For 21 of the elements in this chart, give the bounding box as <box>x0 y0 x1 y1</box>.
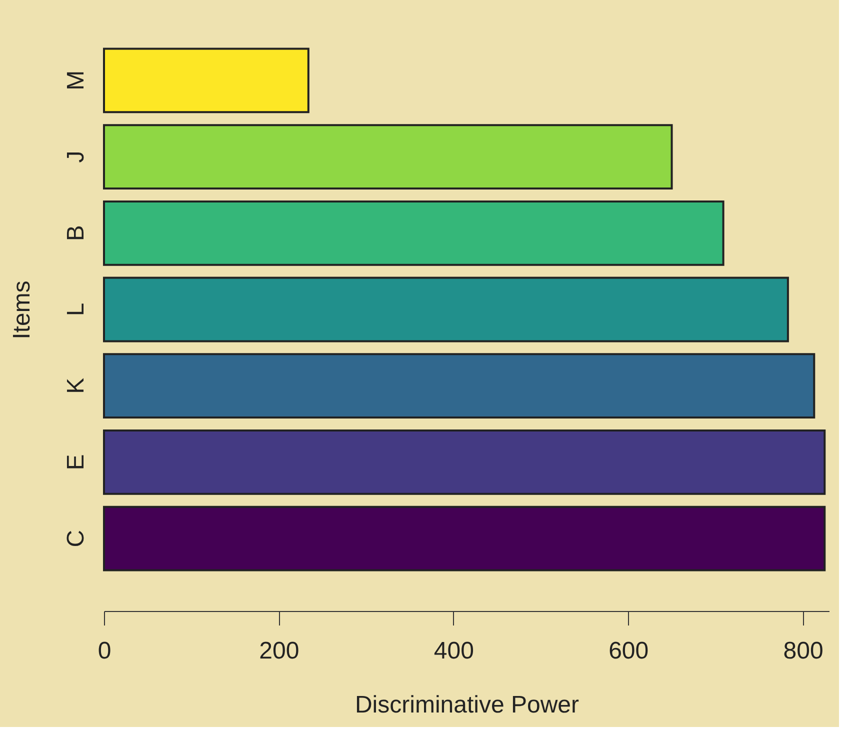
y-tick-label: B <box>62 225 90 242</box>
y-axis-title: Items <box>8 280 36 340</box>
bar <box>103 276 789 342</box>
x-tick-label: 600 <box>608 638 649 664</box>
x-tick-label: 400 <box>434 638 474 664</box>
y-tick-label: E <box>62 454 90 470</box>
y-tick-label: L <box>62 302 90 316</box>
x-tick-label: 0 <box>98 638 112 664</box>
bar <box>103 353 816 419</box>
y-tick-label: J <box>62 150 90 163</box>
bar <box>103 200 724 266</box>
x-tick-label: 800 <box>783 638 824 664</box>
bar <box>103 48 310 114</box>
y-tick-label: M <box>62 70 90 90</box>
bar <box>103 124 673 190</box>
y-tick-label: C <box>62 530 90 548</box>
y-tick-label: K <box>62 378 90 394</box>
bar <box>103 430 826 495</box>
bar <box>103 506 826 572</box>
x-axis-title: Discriminative Power <box>354 692 580 718</box>
x-tick-label: 200 <box>259 638 300 664</box>
